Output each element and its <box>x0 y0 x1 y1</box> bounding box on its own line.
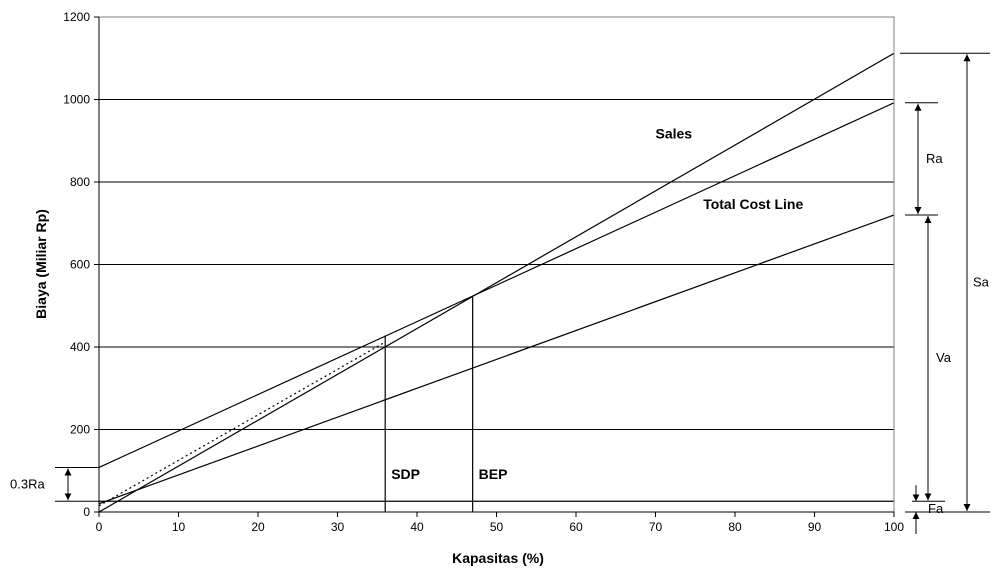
ra03-label: 0.3Ra <box>10 476 45 491</box>
x-tick-label: 40 <box>410 520 424 534</box>
dotted-line <box>98 341 386 507</box>
tick-labels: 0 10 20 30 40 50 60 70 80 90 100020040060080010001… <box>63 10 904 534</box>
x-tick-label: 10 <box>172 520 186 534</box>
line-series-2 <box>98 214 895 505</box>
x-tick-label: 90 <box>808 520 822 534</box>
bep-label: BEP <box>479 466 508 482</box>
x-tick-label: 60 <box>569 520 583 534</box>
y-tick-label: 0 <box>83 505 90 519</box>
x-tick-label: 80 <box>728 520 742 534</box>
total-cost-line-label: Total Cost Line <box>703 196 803 212</box>
line-sales <box>98 52 895 513</box>
ra-label: Ra <box>926 151 943 166</box>
annotations: SDP BEP Sales Total Cost Line <box>391 126 803 482</box>
x-tick-label: 20 <box>251 520 265 534</box>
axes <box>94 16 895 517</box>
va-label: Va <box>936 350 952 365</box>
x-tick-label: 0 <box>96 520 103 534</box>
y-tick-label: 400 <box>70 340 90 354</box>
x-tick-label: 100 <box>884 520 904 534</box>
sales-label: Sales <box>656 126 693 142</box>
y-tick-label: 200 <box>70 423 90 437</box>
x-tick-label: 70 <box>649 520 663 534</box>
x-tick-label: 30 <box>331 520 345 534</box>
y-tick-label: 1000 <box>63 93 90 107</box>
y-tick-label: 800 <box>70 175 90 189</box>
gridlines <box>99 16 894 430</box>
sdp-label: SDP <box>391 466 420 482</box>
y-tick-label: 600 <box>70 258 90 272</box>
x-axis-title: Kapasitas (%) <box>452 550 544 566</box>
y-tick-label: 1200 <box>63 10 90 24</box>
dimension-markers: Sa Ra Va Fa 0.3Ra <box>10 52 990 534</box>
sa-label: Sa <box>973 275 990 290</box>
line-total-cost-line <box>98 102 895 468</box>
y-axis-title: Biaya (Miliar Rp) <box>33 209 49 319</box>
plot-lines <box>98 52 895 513</box>
fa-label: Fa <box>928 501 944 516</box>
x-tick-label: 50 <box>490 520 504 534</box>
